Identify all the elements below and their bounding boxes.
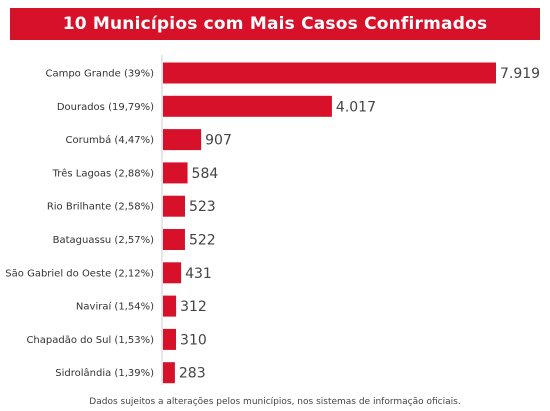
bar-value-label: 310	[180, 332, 207, 348]
bar	[163, 229, 185, 250]
category-label: Naviraí (1,54%)	[76, 301, 154, 313]
bar-value-label: 523	[189, 199, 216, 215]
bar	[163, 162, 188, 184]
bar	[163, 95, 332, 117]
chart-title-banner: 10 Municípios com Mais Casos Confirmados	[10, 8, 540, 40]
chart-title: 10 Municípios com Mais Casos Confirmados	[62, 14, 488, 34]
category-label: Dourados (19,79%)	[57, 102, 154, 113]
bar	[163, 262, 182, 284]
category-label: Corumbá (4,47%)	[65, 134, 154, 146]
bar-value-label: 312	[180, 299, 207, 315]
bar-value-label: 907	[205, 133, 232, 149]
bar	[163, 62, 496, 84]
bar	[163, 195, 185, 217]
category-label: Campo Grande (39%)	[45, 69, 154, 80]
bar-value-label: 4.017	[336, 99, 376, 115]
category-label: Três Lagoas (2,88%)	[52, 167, 154, 179]
bar-value-label: 431	[185, 266, 212, 282]
bar-value-label: 7.919	[500, 66, 540, 82]
category-label: Bataguassu (2,57%)	[53, 235, 154, 246]
category-label: São Gabriel do Oeste (2,12%)	[5, 268, 154, 279]
category-label: Rio Brilhante (2,58%)	[47, 202, 154, 213]
bar	[163, 328, 177, 350]
bar	[163, 362, 175, 384]
bar-value-label: 283	[179, 366, 206, 382]
category-label: Sidrolândia (1,39%)	[55, 367, 154, 379]
bar-value-label: 584	[192, 166, 219, 182]
footnote: Dados sujeitos a alterações pelos municí…	[89, 397, 461, 407]
bar	[163, 129, 202, 151]
bar-value-label: 522	[189, 233, 216, 249]
bar	[163, 295, 177, 317]
category-label: Chapadão do Sul (1,53%)	[26, 335, 154, 346]
